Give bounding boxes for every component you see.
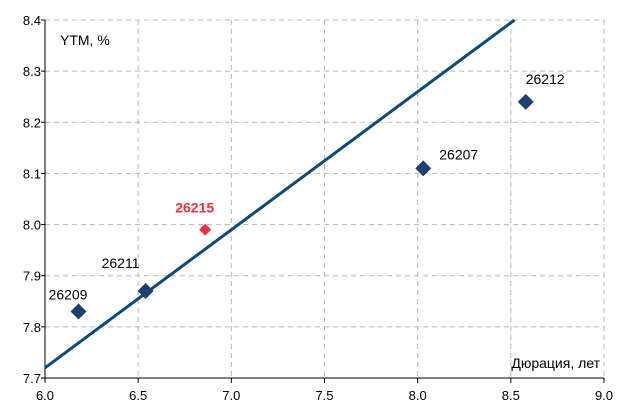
y-tick-label: 8.4: [23, 13, 41, 28]
y-tick-label: 8.1: [23, 166, 41, 181]
x-tick-label: 9.0: [595, 388, 613, 403]
point-label-26207: 26207: [439, 146, 478, 162]
data-point-26209: [70, 303, 87, 320]
grid: [45, 19, 605, 378]
x-tick-label: 8.5: [502, 388, 520, 403]
axes: [41, 19, 605, 383]
data-point-26212: [517, 93, 534, 110]
x-tick-label: 7.5: [315, 388, 333, 403]
y-tick-label: 7.8: [23, 320, 41, 335]
point-label-26215: 26215: [175, 200, 214, 216]
x-tick-label: 6.0: [36, 388, 54, 403]
trendline-group: [44, 18, 516, 369]
y-tick-label: 8.2: [23, 115, 41, 130]
point-label-26211: 26211: [102, 255, 140, 271]
point-label-26209: 26209: [49, 287, 88, 303]
x-axis-label: Дюрация, лет: [511, 355, 600, 371]
point-label-26212: 26212: [526, 71, 565, 87]
data-point-26211: [137, 283, 154, 300]
trendline: [44, 18, 516, 369]
data-point-26215: [199, 223, 212, 236]
y-tick-label: 8.3: [23, 64, 41, 79]
x-tick-label: 6.5: [129, 388, 147, 403]
data-points: [70, 93, 534, 320]
y-axis-label: YTM, %: [60, 32, 110, 48]
x-tick-label: 7.0: [222, 388, 240, 403]
data-point-26207: [415, 160, 432, 177]
y-tick-label: 7.7: [23, 371, 41, 386]
tick-labels: 6.0 6.5 7.0 7.5 8.0 8.5 9.0 7.7 7.8 7.9 8.0 8.1 8.2 8…: [23, 13, 613, 403]
y-tick-label: 7.9: [23, 269, 41, 284]
point-labels: 26209 26211 26207 26212 26215: [49, 71, 565, 303]
y-tick-label: 8.0: [23, 218, 41, 233]
x-tick-label: 8.0: [409, 388, 427, 403]
